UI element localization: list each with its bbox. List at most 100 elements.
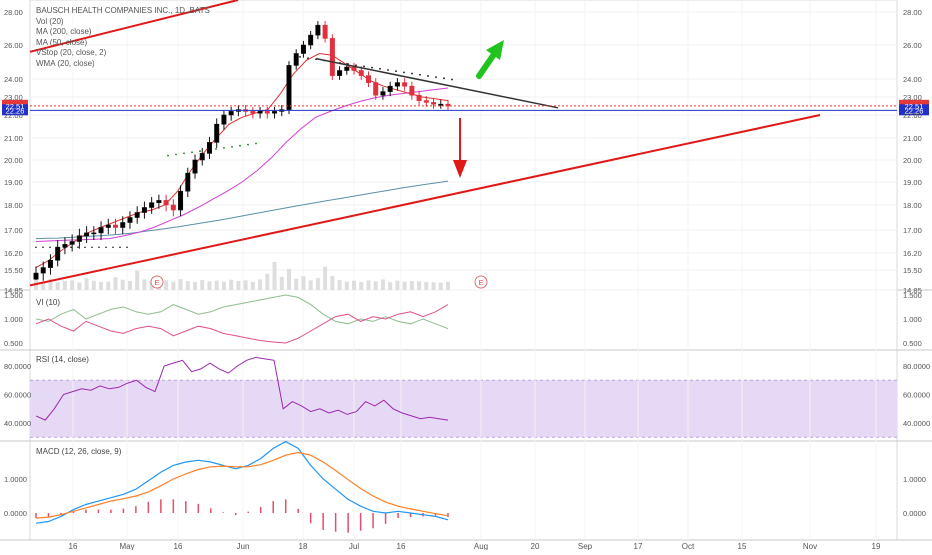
candle-up[interactable] — [192, 159, 198, 174]
candle-down[interactable] — [423, 100, 429, 103]
candle-up[interactable] — [105, 224, 111, 228]
candle-down[interactable] — [402, 82, 408, 87]
legend-wma[interactable]: WMA (20, close) — [36, 58, 95, 68]
time-axis-tick: 20 — [531, 542, 540, 550]
volume-bar — [409, 280, 414, 290]
candle-up[interactable] — [156, 200, 162, 203]
candle-up[interactable] — [315, 24, 321, 36]
candle-down[interactable] — [416, 94, 422, 101]
candle-down[interactable] — [445, 103, 451, 107]
candle-up[interactable] — [55, 246, 61, 261]
candle-up[interactable] — [134, 212, 140, 218]
price-axis-tick-left: 20.00 — [4, 156, 23, 165]
candle-down[interactable] — [250, 111, 256, 114]
candle-down[interactable] — [365, 75, 371, 83]
volume-bar — [214, 280, 219, 290]
price-axis-tick-left: 14.85 — [4, 286, 23, 295]
candle-down[interactable] — [163, 200, 169, 206]
vstop-dot — [215, 148, 217, 150]
volume-bar — [48, 278, 53, 290]
candle-up[interactable] — [33, 272, 39, 280]
candle-up[interactable] — [199, 153, 205, 161]
macd-pane-label[interactable]: MACD (12, 26, close, 9) — [36, 447, 122, 456]
legend-ma50[interactable]: MA (50, close) — [36, 37, 88, 47]
candle-up[interactable] — [127, 217, 133, 223]
rsi-axis-tick: 60.0000 — [903, 391, 930, 400]
legend-vstop[interactable]: VStop (20, close, 2) — [36, 48, 107, 58]
candle-up[interactable] — [47, 259, 53, 268]
candle-up[interactable] — [308, 34, 314, 46]
earnings-marker[interactable] — [474, 275, 488, 289]
candle-up[interactable] — [40, 267, 46, 274]
candle-down[interactable] — [322, 24, 328, 39]
candle-up[interactable] — [214, 123, 220, 143]
candle-down[interactable] — [373, 82, 379, 96]
support-trendline[interactable] — [29, 114, 821, 287]
candle-down[interactable] — [264, 111, 270, 114]
ma50-line[interactable] — [35, 87, 449, 242]
candle-up[interactable] — [387, 85, 393, 92]
candle-up[interactable] — [286, 65, 292, 110]
candle-up[interactable] — [178, 190, 184, 211]
vstop-dot — [35, 246, 37, 249]
vi-axis-tick: 1.000 — [903, 315, 922, 324]
candle-up[interactable] — [84, 232, 90, 237]
candle-up[interactable] — [337, 70, 343, 76]
earnings-marker[interactable] — [150, 275, 164, 289]
candle-up[interactable] — [380, 91, 386, 96]
candle-up[interactable] — [76, 235, 82, 242]
candle-up[interactable] — [272, 111, 278, 114]
vi-minus-line[interactable] — [35, 304, 449, 344]
candle-up[interactable] — [185, 172, 191, 192]
legend-vol[interactable]: Vol (20) — [36, 16, 64, 26]
rsi-pane-label[interactable]: RSI (14, close) — [36, 355, 89, 364]
candle-up[interactable] — [91, 232, 97, 235]
candle-up[interactable] — [206, 142, 212, 154]
candle-down[interactable] — [351, 66, 357, 71]
candle-down[interactable] — [409, 85, 415, 96]
candle-up[interactable] — [438, 103, 444, 106]
volume-bar — [91, 280, 96, 290]
time-axis-tick: Jun — [237, 542, 250, 550]
candle-up[interactable] — [344, 66, 350, 71]
vi-plus-line[interactable] — [35, 294, 449, 330]
vi-pane-label[interactable]: VI (10) — [36, 298, 61, 307]
candle-up[interactable] — [98, 227, 104, 234]
candle-down[interactable] — [113, 224, 119, 228]
vstop-dot — [105, 246, 107, 249]
volume-bar — [359, 281, 364, 290]
price-axis-tick-left: 19.00 — [4, 178, 23, 187]
wma20-line[interactable] — [35, 52, 449, 269]
vi-axis-tick: 1.500 — [903, 291, 922, 300]
legend-ma200[interactable]: MA (200, close) — [36, 27, 92, 37]
candle-down[interactable] — [170, 204, 176, 211]
ma200-line[interactable] — [35, 180, 449, 240]
vstop-dot — [119, 246, 121, 249]
candle-up[interactable] — [149, 202, 155, 208]
candle-up[interactable] — [120, 222, 126, 228]
candle-up[interactable] — [69, 241, 75, 245]
volume-bar — [77, 282, 82, 290]
upper-trendline[interactable] — [29, 0, 239, 53]
candle-up[interactable] — [221, 114, 227, 125]
candle-up[interactable] — [394, 82, 400, 87]
volume-bar — [250, 281, 255, 290]
candle-down[interactable] — [431, 102, 437, 105]
candle-up[interactable] — [293, 53, 299, 66]
candle-up[interactable] — [300, 44, 306, 54]
vstop-dot — [451, 78, 453, 81]
volume-bar — [171, 281, 176, 290]
macd-signal-line[interactable] — [35, 451, 449, 519]
candle-up[interactable] — [257, 111, 263, 114]
candle-up[interactable] — [228, 111, 234, 116]
candle-up[interactable] — [141, 207, 147, 213]
candle-down[interactable] — [358, 70, 364, 76]
volume-bar — [366, 280, 371, 290]
candle-up[interactable] — [62, 244, 68, 248]
resistance-trendline[interactable] — [315, 57, 559, 109]
rsi-line[interactable] — [35, 356, 449, 421]
candle-down[interactable] — [329, 38, 335, 76]
volume-bar — [330, 276, 335, 290]
